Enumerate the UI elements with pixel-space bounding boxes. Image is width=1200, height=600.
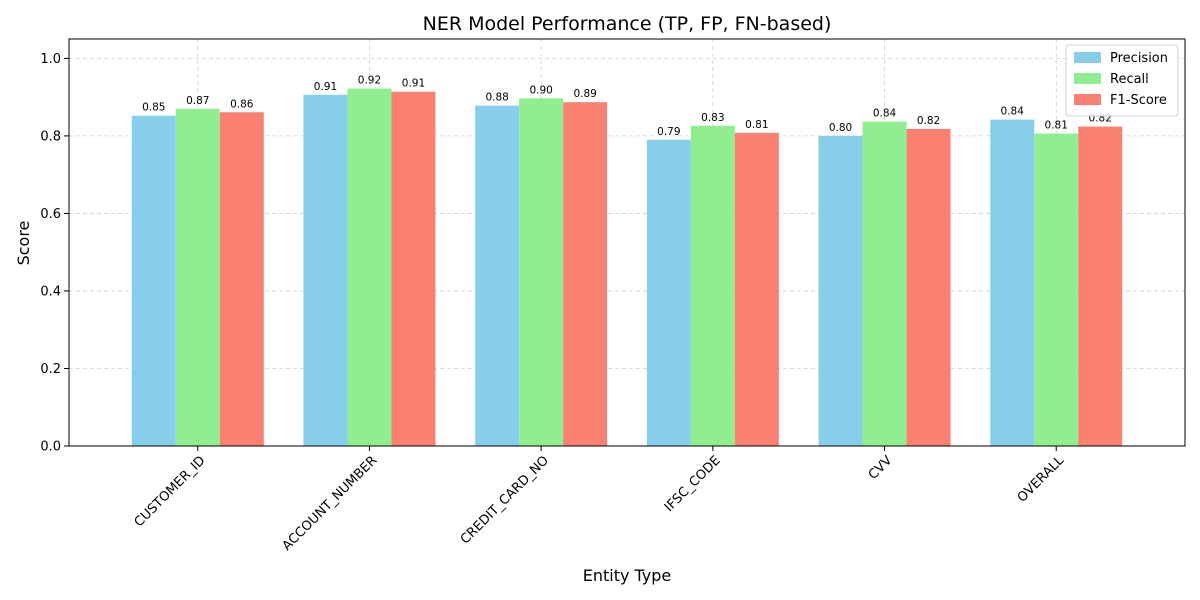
x-tick-label: CUSTOMER_ID bbox=[132, 453, 209, 530]
bar-recall bbox=[347, 88, 392, 446]
bars bbox=[131, 88, 1123, 447]
chart-title: NER Model Performance (TP, FP, FN-based) bbox=[423, 13, 832, 35]
data-label: 0.87 bbox=[186, 95, 209, 107]
data-label: 0.84 bbox=[873, 108, 897, 120]
y-tick-label: 0.4 bbox=[40, 284, 61, 299]
data-label: 0.82 bbox=[917, 115, 940, 127]
x-axis-label: Entity Type bbox=[583, 566, 672, 585]
data-label: 0.81 bbox=[745, 119, 768, 131]
x-tick-label: CREDIT_CARD_NO bbox=[458, 453, 552, 547]
legend: Precision Recall F1-Score bbox=[1065, 44, 1179, 117]
y-tick-label: 0.6 bbox=[40, 207, 61, 222]
bar-recall bbox=[1034, 133, 1079, 446]
x-axis: CUSTOMER_ID ACCOUNT_NUMBER CREDIT_CARD_NO I… bbox=[132, 446, 1068, 554]
legend-label: Recall bbox=[1110, 72, 1149, 87]
bar-f1-score bbox=[391, 91, 436, 447]
legend-label: Precision bbox=[1110, 51, 1168, 66]
data-label: 0.91 bbox=[314, 81, 337, 93]
x-tick-label: ACCOUNT_NUMBER bbox=[280, 453, 381, 554]
data-label: 0.88 bbox=[485, 92, 508, 104]
bar-recall bbox=[519, 98, 564, 446]
x-tick-label: CVV bbox=[866, 453, 896, 483]
data-label: 0.91 bbox=[402, 78, 425, 90]
x-tick-label: OVERALL bbox=[1015, 453, 1068, 506]
data-label: 0.90 bbox=[529, 84, 552, 96]
bar-precision bbox=[646, 139, 691, 446]
x-tick-label: IFSC_CODE bbox=[662, 453, 724, 515]
bar-precision bbox=[475, 105, 520, 447]
y-axis-label: Score bbox=[14, 221, 33, 266]
data-label: 0.89 bbox=[573, 88, 596, 100]
bar-precision bbox=[131, 115, 176, 447]
bar-precision bbox=[818, 135, 863, 446]
plot-area-frame bbox=[68, 38, 1186, 447]
bar-recall bbox=[690, 125, 735, 447]
bar-f1-score bbox=[734, 132, 779, 446]
y-tick-label: 1.0 bbox=[40, 52, 61, 67]
data-label: 0.81 bbox=[1045, 120, 1068, 132]
bar-recall bbox=[175, 108, 220, 447]
data-label: 0.85 bbox=[142, 102, 165, 114]
legend-swatch bbox=[1074, 94, 1101, 105]
bar-precision bbox=[990, 119, 1035, 447]
data-label: 0.84 bbox=[1001, 106, 1025, 118]
data-label: 0.86 bbox=[230, 98, 254, 110]
bar-f1-score bbox=[219, 112, 264, 446]
y-tick-label: 0.8 bbox=[40, 129, 61, 144]
bar-f1-score bbox=[563, 102, 608, 446]
legend-label: F1-Score bbox=[1110, 93, 1167, 108]
data-labels: 0.85 0.91 0.88 0.79 0.80 0.84 0.87 0.92 0.90 0.83… bbox=[142, 75, 1112, 138]
legend-swatch bbox=[1074, 73, 1101, 84]
bar-recall bbox=[862, 121, 907, 446]
data-label: 0.79 bbox=[657, 126, 680, 138]
y-axis: 0.0 0.2 0.4 0.6 0.8 1.0 bbox=[40, 52, 69, 455]
bar-precision bbox=[303, 94, 348, 447]
bar-f1-score bbox=[906, 128, 951, 446]
legend-swatch bbox=[1074, 52, 1101, 63]
y-tick-label: 0.0 bbox=[40, 440, 61, 455]
data-label: 0.83 bbox=[701, 112, 724, 124]
data-label: 0.80 bbox=[829, 122, 852, 134]
data-label: 0.92 bbox=[358, 75, 381, 87]
y-tick-label: 0.2 bbox=[40, 362, 61, 377]
bar-f1-score bbox=[1078, 126, 1123, 447]
